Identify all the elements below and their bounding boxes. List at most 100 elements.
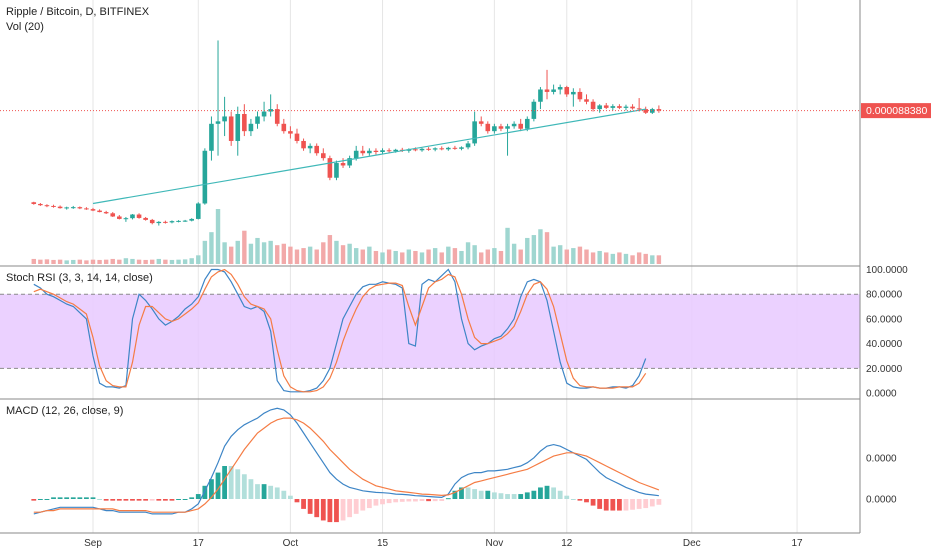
- candle-body: [419, 148, 425, 151]
- candle-body: [603, 105, 609, 108]
- volume-bar: [64, 260, 69, 264]
- volume-bar: [261, 242, 267, 264]
- time-tick-label: Sep: [84, 538, 102, 549]
- candle: [235, 106, 241, 156]
- volume-bar: [314, 249, 319, 264]
- candle-body: [360, 150, 366, 154]
- macd-histogram-bar: [577, 499, 583, 501]
- macd-histogram-bar: [386, 499, 392, 504]
- volume-bar: [307, 246, 313, 264]
- volume-bar: [222, 242, 227, 264]
- volume-bar: [459, 250, 464, 264]
- candle: [446, 146, 451, 151]
- volume-bar: [551, 246, 556, 264]
- volume-legend: Vol (20): [6, 21, 44, 33]
- volume-bar: [248, 243, 254, 264]
- macd-histogram-bar: [603, 499, 609, 511]
- candle-body: [413, 149, 418, 151]
- candle-body: [472, 121, 477, 144]
- candle: [630, 104, 635, 110]
- macd-histogram-bar: [353, 499, 359, 514]
- macd-histogram-bar: [123, 499, 129, 501]
- candle: [189, 218, 194, 222]
- time-tick-label: 17: [193, 538, 205, 549]
- candle: [77, 206, 83, 210]
- candle-body: [577, 91, 583, 100]
- candle-body: [511, 123, 517, 127]
- volume-bar: [215, 209, 221, 264]
- candle-body: [77, 207, 83, 209]
- candle-body: [623, 106, 629, 108]
- macd-histogram-bar: [189, 497, 195, 499]
- volume-bar: [393, 250, 398, 264]
- candle-body: [90, 209, 96, 211]
- volume-bar: [347, 243, 352, 264]
- candle-body: [531, 101, 537, 119]
- macd-histogram-bar: [103, 499, 109, 501]
- volume-bar: [123, 258, 129, 264]
- stoch-d-line: [33, 268, 647, 393]
- time-tick-label: 12: [561, 538, 573, 549]
- macd-histogram-bar: [274, 487, 280, 499]
- stoch-tick-label: 20.0000: [866, 364, 903, 375]
- last-price-label: 0.000088380: [866, 105, 927, 117]
- macd-histogram-bar: [340, 499, 346, 521]
- candle: [103, 210, 109, 215]
- volume-bar: [268, 240, 273, 264]
- macd-histogram-bar: [209, 479, 214, 499]
- volume-bar: [643, 253, 648, 264]
- volume-bar: [623, 253, 629, 264]
- volume-bar: [406, 249, 412, 264]
- candle: [531, 99, 537, 122]
- volume-bar: [84, 260, 89, 264]
- volume-bar: [400, 252, 405, 264]
- time-tick-label: 17: [791, 538, 803, 549]
- candle: [478, 116, 484, 127]
- volume-bar: [51, 259, 56, 264]
- volume-bar: [77, 259, 83, 264]
- macd-histogram-bar: [426, 499, 431, 502]
- candle-body: [380, 150, 385, 152]
- volume-bar: [518, 249, 523, 264]
- volume-bar: [169, 259, 175, 264]
- candle: [551, 84, 556, 95]
- stoch-rsi-panel: [0, 268, 860, 393]
- macd-histogram-bar: [459, 487, 464, 499]
- candle: [610, 104, 616, 111]
- candle-body: [156, 221, 162, 224]
- candle-body: [64, 207, 69, 209]
- candle-body: [70, 207, 76, 209]
- volume-bar: [143, 259, 148, 264]
- macd-axis-labels: 0.0000 0.0000: [866, 453, 897, 505]
- macd-histogram-bar: [116, 499, 122, 501]
- macd-histogram-bar: [406, 499, 412, 502]
- candle-body: [584, 99, 589, 102]
- macd-histogram-bar: [248, 479, 254, 499]
- candle-body: [465, 143, 471, 148]
- candle: [334, 160, 339, 181]
- macd-histogram-bar: [255, 484, 260, 499]
- candle: [603, 102, 609, 110]
- candle: [538, 87, 543, 110]
- volume-bar: [485, 249, 490, 264]
- volume-bar: [492, 248, 497, 264]
- candle-body: [110, 213, 116, 217]
- volume-bar: [275, 245, 280, 264]
- macd-histogram-bar: [77, 497, 83, 499]
- volume-bar: [57, 259, 63, 264]
- time-tick-label: 15: [377, 538, 389, 549]
- macd-histogram-bar: [413, 499, 418, 502]
- candle-body: [294, 133, 300, 141]
- candle-body: [274, 109, 280, 124]
- candle: [650, 107, 655, 114]
- volume-bar: [360, 249, 365, 264]
- candle-body: [195, 203, 201, 219]
- macd-histogram-bar: [452, 490, 458, 499]
- volume-bar: [196, 255, 201, 264]
- candle-body: [446, 147, 451, 150]
- candle: [557, 84, 563, 95]
- candle: [169, 220, 175, 224]
- stoch-tick-label: 80.0000: [866, 290, 903, 301]
- volume-bar: [472, 245, 477, 264]
- candle-body: [228, 116, 234, 141]
